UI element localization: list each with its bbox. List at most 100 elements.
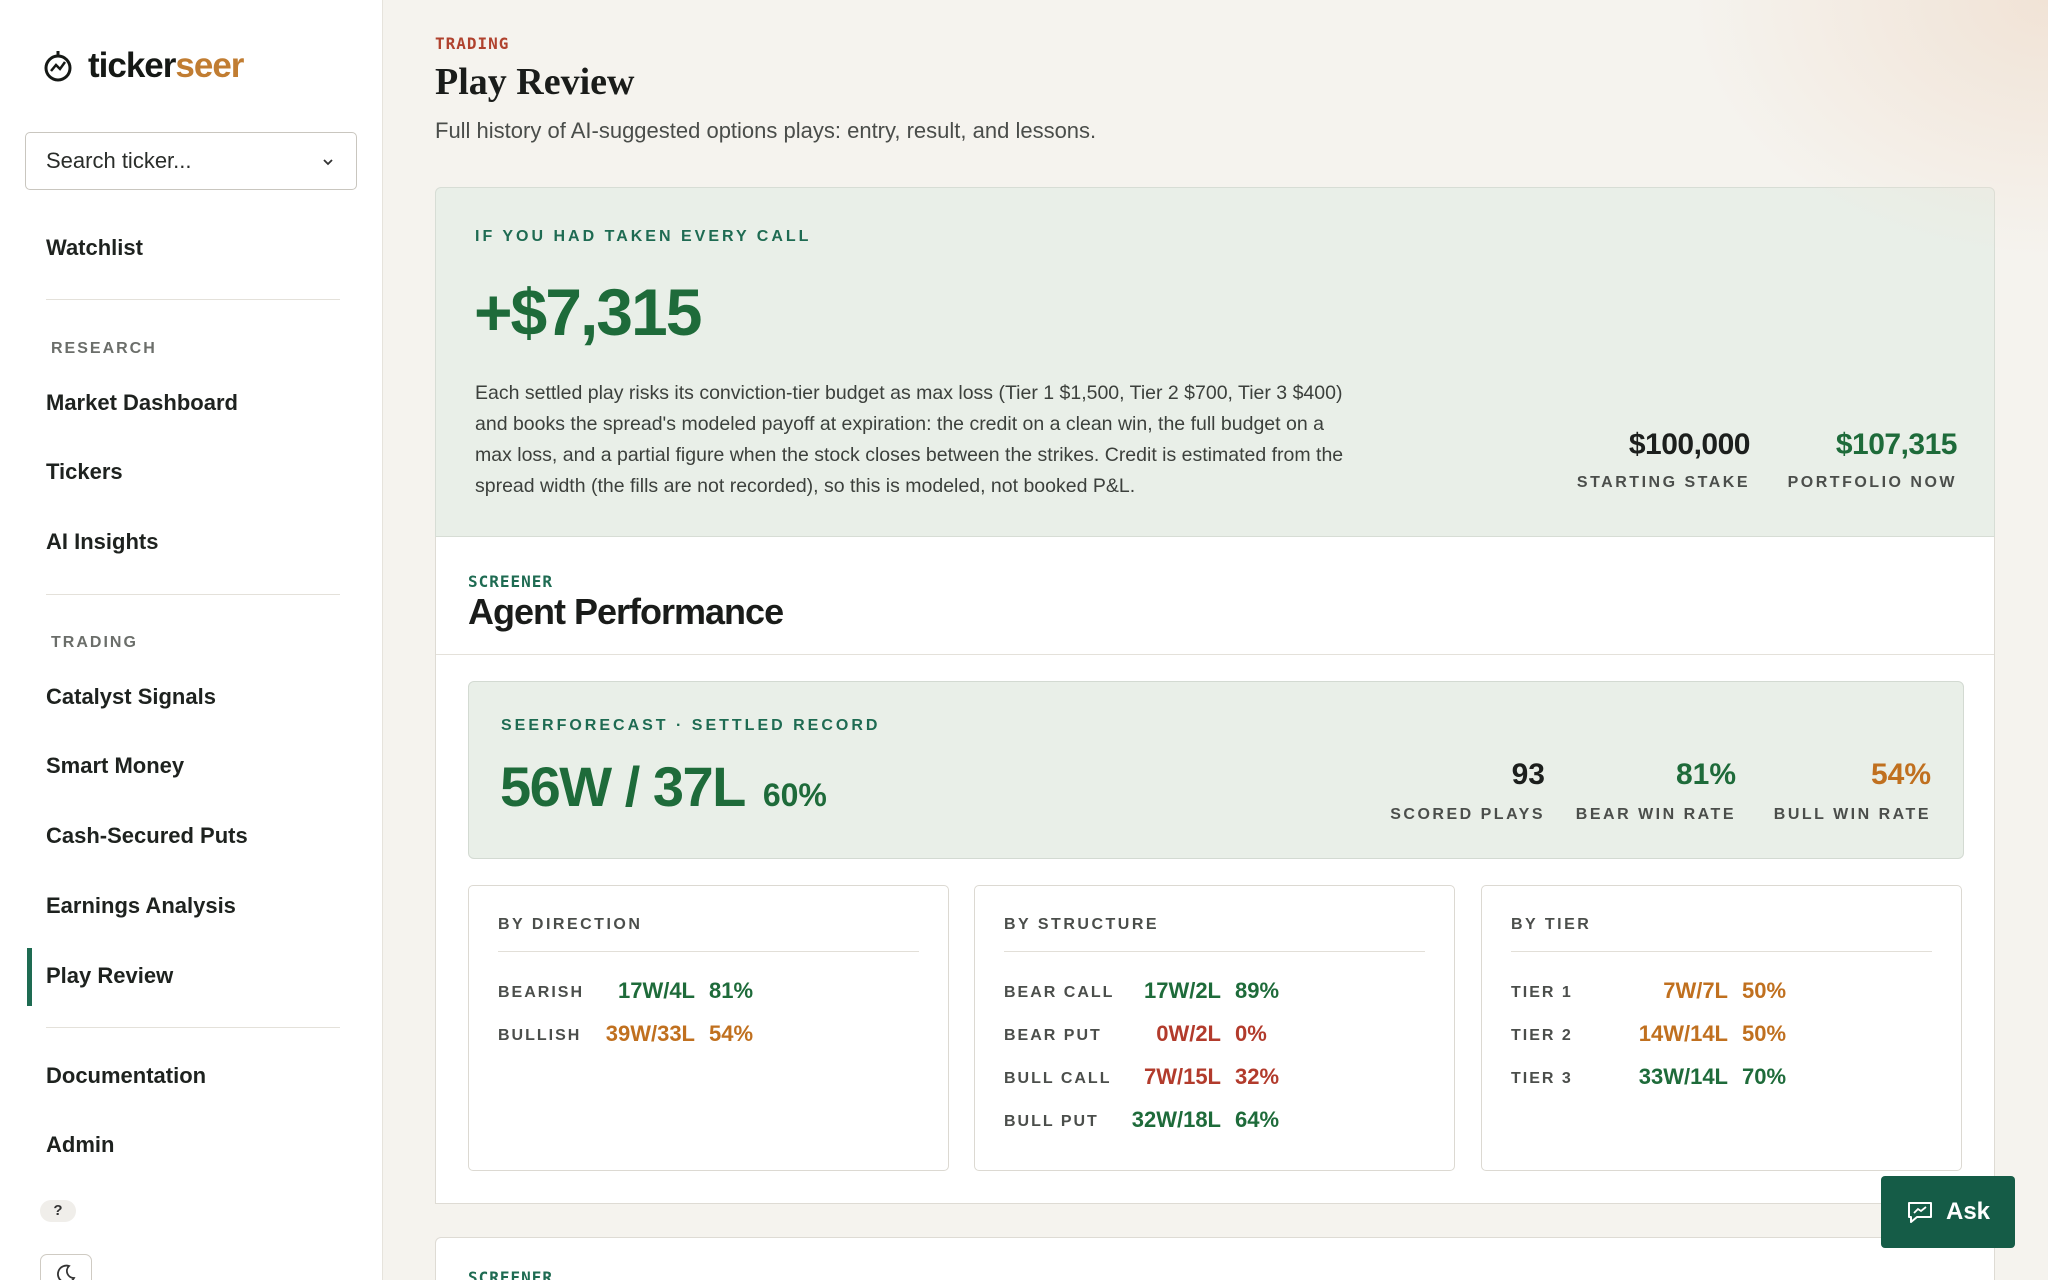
sidebar: tickerseer Search ticker... Watchlist RE…: [0, 0, 383, 1280]
logo-icon: [44, 51, 72, 82]
sidebar-item-earnings-analysis[interactable]: Earnings Analysis: [46, 893, 236, 918]
sidebar-heading-research: RESEARCH: [51, 340, 157, 357]
breakdown-row: BEAR CALL: [1004, 978, 1114, 1008]
help-button[interactable]: ?: [40, 1200, 76, 1222]
sidebar-divider: [46, 594, 340, 595]
row-win-loss: 0W/2L: [1156, 1021, 1221, 1046]
row-win-loss: 17W/2L: [1143, 978, 1221, 1003]
by-direction-panel: BY DIRECTION BEARISH 17W/4L 81% BULLISH …: [468, 885, 949, 1171]
row-label: BULLISH: [498, 1027, 582, 1044]
main-content: TRADING Play Review Full history of AI-s…: [384, 0, 2048, 1280]
page-eyebrow: TRADING: [435, 34, 510, 53]
starting-stake-stat: $100,000 STARTING STAKE: [1576, 428, 1751, 492]
sidebar-heading-trading: TRADING: [51, 634, 138, 651]
theme-toggle-button[interactable]: [40, 1254, 92, 1280]
breakdown-row: BULLISH: [498, 1021, 581, 1051]
moon-icon: [57, 1264, 76, 1280]
row-label: BULL CALL: [1004, 1070, 1112, 1087]
sidebar-item-cash-secured-puts[interactable]: Cash-Secured Puts: [46, 823, 248, 848]
row-label: BULL PUT: [1004, 1113, 1099, 1130]
row-win-loss: 14W/14L: [1638, 1021, 1728, 1046]
ticker-search-input[interactable]: Search ticker...: [25, 132, 357, 190]
panel-title: BY STRUCTURE: [1004, 916, 1160, 933]
breakdown-row: BEAR PUT: [1004, 1021, 1102, 1051]
hero-label: IF YOU HAD TAKEN EVERY CALL: [475, 228, 812, 245]
sidebar-item-catalyst-signals[interactable]: Catalyst Signals: [46, 684, 216, 709]
page-title: Play Review: [435, 61, 635, 103]
hypothetical-returns-card: IF YOU HAD TAKEN EVERY CALL +$7,315 Each…: [435, 187, 1995, 537]
record-win-pct: 60%: [762, 777, 827, 813]
sidebar-divider: [46, 299, 340, 300]
row-win-loss: 7W/7L: [1663, 978, 1728, 1003]
row-win-loss: 7W/15L: [1143, 1064, 1221, 1089]
brand-name-part1: ticker: [88, 46, 176, 85]
row-label: BEAR PUT: [1004, 1027, 1102, 1044]
chat-icon: [1907, 1202, 1932, 1223]
ask-button-label: Ask: [1945, 1198, 1991, 1225]
row-win-loss: 17W/4L: [617, 978, 695, 1003]
row-win-pct: 64%: [1235, 1107, 1280, 1132]
page-subtitle: Full history of AI-suggested options pla…: [435, 118, 1097, 143]
sidebar-item-watchlist[interactable]: Watchlist: [46, 235, 143, 260]
brand-name: tickerseer: [88, 46, 244, 86]
row-win-pct: 81%: [709, 978, 754, 1003]
section-divider: [436, 654, 1994, 655]
settled-record-box: SEERFORECAST · SETTLED RECORD 56W / 37L …: [468, 681, 1964, 859]
portfolio-now-label: PORTFOLIO NOW: [1787, 474, 1957, 491]
agent-performance-card: SCREENER Agent Performance SEERFORECAST …: [435, 537, 1995, 1204]
row-label: TIER 1: [1511, 984, 1573, 1001]
sidebar-item-documentation[interactable]: Documentation: [46, 1063, 207, 1088]
bull-win-rate-label: BULL WIN RATE: [1773, 806, 1931, 823]
sidebar-item-ai-insights[interactable]: AI Insights: [46, 529, 159, 554]
starting-stake-label: STARTING STAKE: [1576, 474, 1750, 491]
panel-divider: [1004, 951, 1425, 952]
row-win-pct: 54%: [709, 1021, 754, 1046]
record-win-loss: 56W / 37L: [500, 755, 746, 818]
row-win-pct: 50%: [1742, 1021, 1787, 1046]
row-label: BEAR CALL: [1004, 984, 1115, 1001]
by-tier-panel: BY TIER TIER 1 7W/7L 50% TIER 2 14W/14L …: [1481, 885, 1962, 1171]
row-label: TIER 2: [1511, 1027, 1573, 1044]
scored-plays-stat: 93 SCORED PLAYS: [1390, 758, 1545, 824]
record-label: SEERFORECAST · SETTLED RECORD: [501, 717, 881, 734]
sidebar-item-admin[interactable]: Admin: [46, 1132, 115, 1157]
section-eyebrow: SCREENER: [468, 572, 554, 591]
panel-title: BY DIRECTION: [498, 916, 643, 933]
ask-button[interactable]: Ask: [1881, 1176, 2015, 1248]
by-structure-panel: BY STRUCTURE BEAR CALL 17W/2L 89% BEAR P…: [974, 885, 1455, 1171]
scored-plays-label: SCORED PLAYS: [1390, 806, 1545, 823]
row-label: TIER 3: [1511, 1070, 1573, 1087]
panel-divider: [1511, 951, 1932, 952]
hero-description: Each settled play risks its conviction-t…: [475, 382, 1344, 497]
row-win-pct: 89%: [1235, 978, 1280, 1003]
search-placeholder: Search ticker...: [46, 148, 192, 173]
breakdown-row: BULL CALL: [1004, 1064, 1111, 1094]
breakdown-row: TIER 2: [1511, 1021, 1573, 1051]
sidebar-item-tickers[interactable]: Tickers: [46, 459, 123, 484]
scored-plays-value: 93: [1511, 758, 1545, 791]
panel-divider: [498, 951, 919, 952]
section-title: Agent Performance: [468, 591, 784, 632]
section-eyebrow: SCREENER: [468, 1268, 554, 1280]
bull-win-rate-value: 54%: [1870, 758, 1931, 791]
row-win-loss: 39W/33L: [605, 1021, 695, 1046]
breakdown-row: TIER 3: [1511, 1064, 1573, 1094]
sidebar-item-market-dashboard[interactable]: Market Dashboard: [46, 390, 238, 415]
row-label: BEARISH: [498, 984, 585, 1001]
row-win-pct: 0%: [1235, 1021, 1267, 1046]
brand-logo[interactable]: tickerseer: [42, 46, 244, 86]
bear-win-rate-stat: 81% BEAR WIN RATE: [1576, 758, 1736, 824]
breakdown-row: TIER 1: [1511, 978, 1573, 1008]
panel-title: BY TIER: [1511, 916, 1592, 933]
sidebar-item-smart-money[interactable]: Smart Money: [46, 753, 185, 778]
portfolio-now-value: $107,315: [1835, 428, 1958, 461]
row-win-loss: 33W/14L: [1638, 1064, 1728, 1089]
bull-win-rate-stat: 54% BULL WIN RATE: [1774, 758, 1931, 824]
breakdown-row: BEARISH: [498, 978, 584, 1008]
hero-pnl-value: +$7,315: [474, 275, 702, 349]
next-section-card: SCREENER: [435, 1237, 1995, 1280]
sidebar-item-play-review[interactable]: Play Review: [27, 948, 346, 1006]
chevron-down-icon: [322, 153, 334, 169]
bear-win-rate-label: BEAR WIN RATE: [1575, 806, 1736, 823]
record-summary: 56W / 37L 60%: [500, 754, 827, 819]
